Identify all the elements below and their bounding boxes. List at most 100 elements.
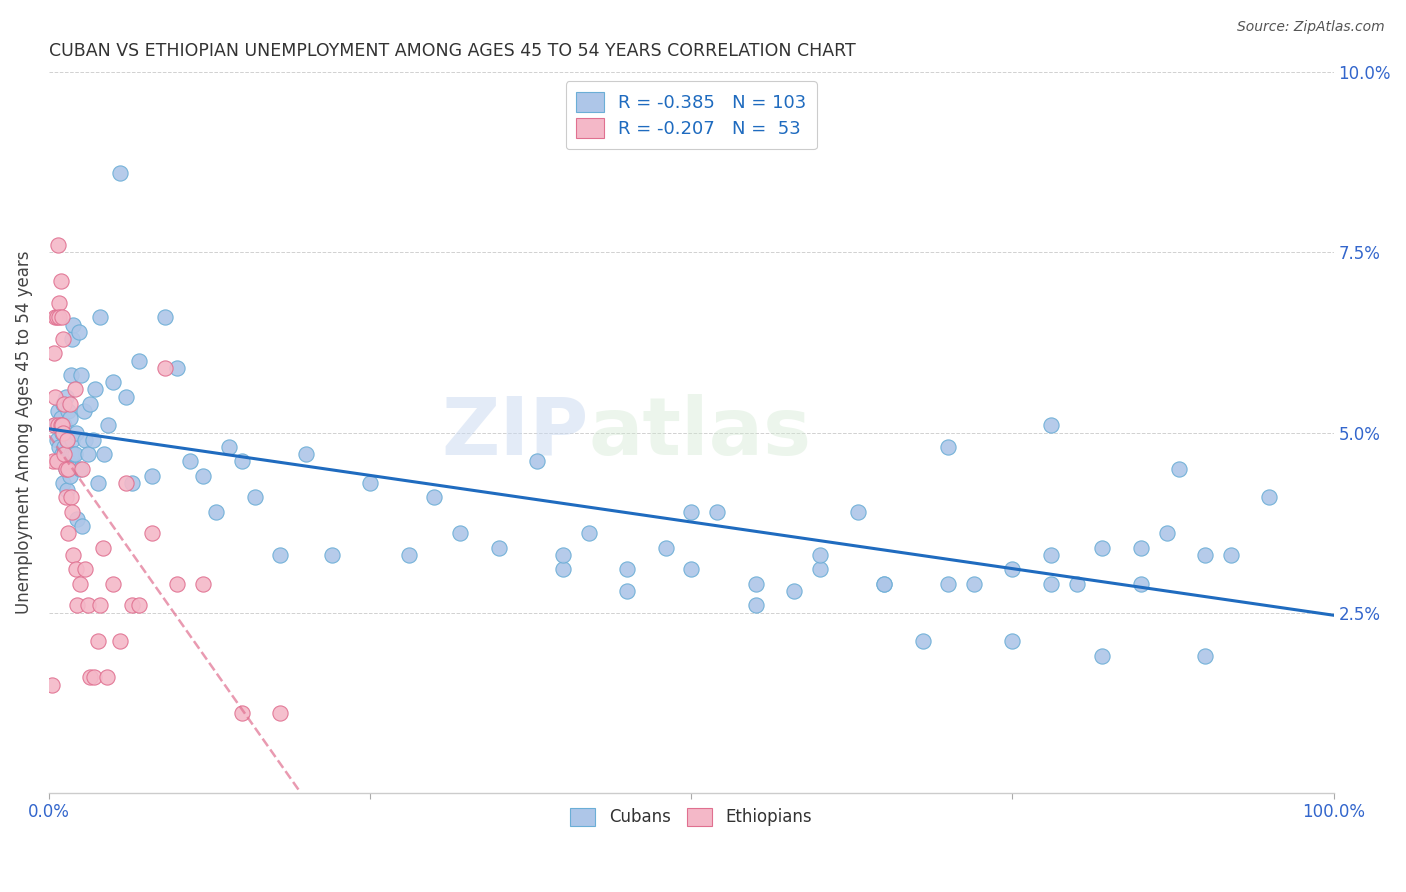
Point bbox=[103, 576, 125, 591]
Point bbox=[44, 418, 66, 433]
Point bbox=[578, 526, 600, 541]
Point bbox=[128, 353, 150, 368]
Point bbox=[936, 440, 959, 454]
Point bbox=[66, 512, 89, 526]
Point bbox=[166, 576, 188, 591]
Point bbox=[55, 491, 77, 505]
Point bbox=[1194, 548, 1216, 562]
Point bbox=[44, 390, 66, 404]
Point bbox=[58, 404, 80, 418]
Point bbox=[76, 599, 98, 613]
Point bbox=[52, 332, 75, 346]
Point bbox=[166, 360, 188, 375]
Point bbox=[49, 454, 72, 468]
Point bbox=[1129, 541, 1152, 555]
Point bbox=[706, 505, 728, 519]
Point bbox=[45, 454, 67, 468]
Point bbox=[62, 318, 84, 332]
Point bbox=[103, 375, 125, 389]
Point bbox=[56, 433, 79, 447]
Point bbox=[42, 418, 65, 433]
Point bbox=[963, 576, 986, 591]
Point bbox=[1040, 548, 1063, 562]
Point bbox=[55, 461, 77, 475]
Point bbox=[153, 360, 176, 375]
Point bbox=[60, 433, 83, 447]
Point bbox=[87, 634, 110, 648]
Point bbox=[53, 447, 76, 461]
Point bbox=[744, 576, 766, 591]
Point bbox=[191, 576, 214, 591]
Point bbox=[141, 468, 163, 483]
Point bbox=[60, 505, 83, 519]
Point bbox=[55, 390, 77, 404]
Point bbox=[141, 526, 163, 541]
Point bbox=[654, 541, 676, 555]
Point bbox=[51, 425, 73, 440]
Point bbox=[59, 491, 82, 505]
Point bbox=[41, 678, 63, 692]
Point bbox=[108, 634, 131, 648]
Text: ZIP: ZIP bbox=[441, 393, 589, 472]
Point bbox=[48, 440, 70, 454]
Point bbox=[744, 599, 766, 613]
Point bbox=[449, 526, 471, 541]
Point bbox=[79, 670, 101, 684]
Point bbox=[73, 404, 96, 418]
Point bbox=[1194, 648, 1216, 663]
Point bbox=[121, 599, 143, 613]
Point bbox=[53, 440, 76, 454]
Text: atlas: atlas bbox=[589, 393, 811, 472]
Point bbox=[616, 562, 638, 576]
Point bbox=[82, 433, 104, 447]
Point bbox=[97, 418, 120, 433]
Point bbox=[59, 447, 82, 461]
Point bbox=[58, 454, 80, 468]
Point bbox=[1040, 418, 1063, 433]
Point bbox=[69, 576, 91, 591]
Point bbox=[62, 447, 84, 461]
Point bbox=[846, 505, 869, 519]
Point bbox=[153, 310, 176, 325]
Point bbox=[115, 390, 138, 404]
Point bbox=[63, 382, 86, 396]
Point bbox=[65, 425, 87, 440]
Point bbox=[66, 599, 89, 613]
Point bbox=[49, 418, 72, 433]
Point bbox=[52, 475, 75, 490]
Point bbox=[51, 447, 73, 461]
Point bbox=[84, 382, 107, 396]
Point bbox=[58, 461, 80, 475]
Point bbox=[58, 411, 80, 425]
Point bbox=[243, 491, 266, 505]
Point bbox=[60, 332, 83, 346]
Point bbox=[1040, 576, 1063, 591]
Point bbox=[1219, 548, 1241, 562]
Point bbox=[48, 296, 70, 310]
Point bbox=[73, 433, 96, 447]
Text: Source: ZipAtlas.com: Source: ZipAtlas.com bbox=[1237, 20, 1385, 34]
Point bbox=[121, 475, 143, 490]
Point bbox=[1168, 461, 1191, 475]
Point bbox=[218, 440, 240, 454]
Point bbox=[51, 418, 73, 433]
Point bbox=[96, 670, 118, 684]
Point bbox=[1001, 562, 1024, 576]
Point bbox=[53, 418, 76, 433]
Point bbox=[65, 562, 87, 576]
Y-axis label: Unemployment Among Ages 45 to 54 years: Unemployment Among Ages 45 to 54 years bbox=[15, 251, 32, 615]
Text: CUBAN VS ETHIOPIAN UNEMPLOYMENT AMONG AGES 45 TO 54 YEARS CORRELATION CHART: CUBAN VS ETHIOPIAN UNEMPLOYMENT AMONG AG… bbox=[49, 42, 856, 60]
Point bbox=[873, 576, 896, 591]
Point bbox=[56, 433, 79, 447]
Point bbox=[44, 310, 66, 325]
Point bbox=[783, 584, 806, 599]
Point bbox=[936, 576, 959, 591]
Point bbox=[205, 505, 228, 519]
Point bbox=[83, 670, 105, 684]
Point bbox=[72, 519, 94, 533]
Point bbox=[55, 461, 77, 475]
Legend: Cubans, Ethiopians: Cubans, Ethiopians bbox=[562, 799, 821, 835]
Point bbox=[58, 397, 80, 411]
Point bbox=[42, 454, 65, 468]
Point bbox=[67, 325, 90, 339]
